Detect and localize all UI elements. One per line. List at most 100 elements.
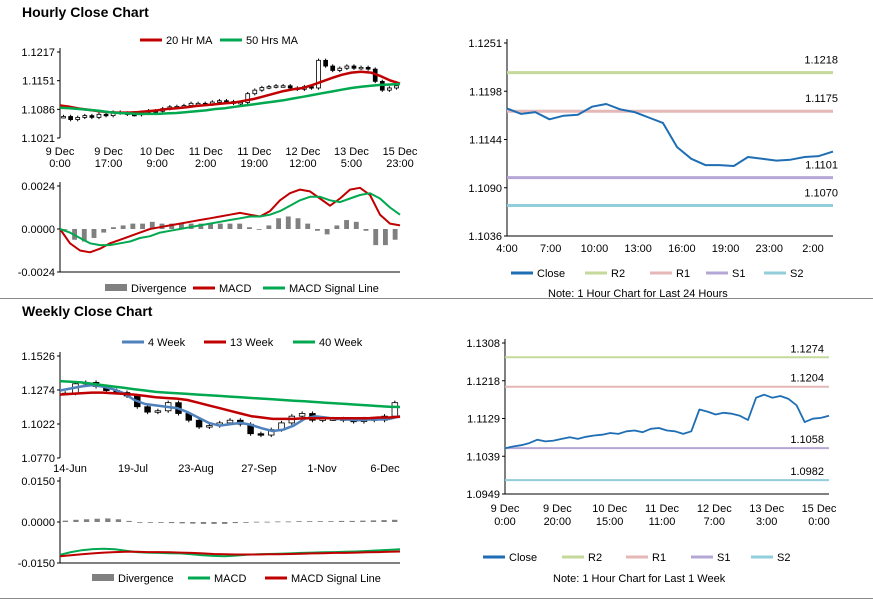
weekly-macd-divergence-bar [147,522,153,523]
hourly-close-y-tick-label: 1.1036 [468,231,502,243]
weekly-macd-legend-divergence-swatch [92,574,114,581]
hourly-macd-y-tick-label: 0.0024 [21,181,55,193]
weekly-price-x-tick-label: 27-Sep [241,463,276,475]
weekly-legend-w4-label: 4 Week [148,337,186,349]
hourly-section-title: Hourly Close Chart [22,4,149,20]
hourly-legend-ma20-label: 20 Hr MA [166,35,213,47]
hourly-price-x-tick-label: 11 Dec [237,146,272,158]
weekly-price-y-tick-label: 1.1274 [21,385,55,397]
hourly-macd-legend-macd-label: MACD [219,283,251,295]
weekly-macd-y-tick-label: 0.0000 [21,517,55,529]
weekly-macd-divergence-bar [73,519,79,522]
hourly-macd-legend-divergence-swatch [105,284,127,291]
hourly-price-candle [387,87,392,91]
weekly-price-y-tick-label: 1.0770 [21,453,55,465]
weekly-close-x-tick-label: 7:00 [704,516,725,528]
weekly-w13-line [59,391,401,421]
hourly-price-candle [96,113,102,118]
hourly-macd-divergence-bar [276,218,281,229]
hourly-macd-divergence-bar [179,223,184,229]
hourly-level-r1-label: 1.1175 [805,93,838,105]
hourly-price-x-tick-label: 9 Dec [94,146,123,158]
hourly-macd-divergence-bar [334,225,340,229]
weekly-close-line [504,393,830,450]
hourly-macd-y-tick-label: 0.0000 [21,224,55,236]
hourly-macd-divergence-bar [140,223,145,229]
weekly-macd-divergence-bar [222,522,228,524]
weekly-macd-divergence-bar [243,522,249,523]
weekly-close-x-tick-label: 20:00 [544,516,572,528]
hourly-close-x-tick-label: 2:00 [802,243,823,255]
hourly-price-candle [309,86,314,89]
weekly-close-x-tick-label: 11:00 [649,516,676,528]
weekly-close-x-tick-label: 10 Dec [592,503,627,515]
hourly-close-x-tick-label: 10:00 [581,243,609,255]
hourly-price-candle [89,115,95,118]
weekly-macd-divergence-bar [392,519,398,522]
hourly-macd-divergence-bar [91,229,97,238]
weekly-close-x-tick-label: 3:00 [756,516,777,528]
hourly-price-candle [365,66,371,70]
hourly-close-y-tick-label: 1.1198 [469,86,502,98]
weekly-macd-divergence-bar [158,522,164,523]
hourly-macd-divergence-bar [130,223,136,229]
hourly-price-candle [394,85,399,89]
hourly-close-legend-s2-label: S2 [790,268,803,280]
weekly-macd-divergence-bar [211,522,217,524]
weekly-price-candle [154,410,162,413]
hourly-price-candle [273,85,279,88]
hourly-price-candle [259,87,265,91]
hourly-signal-line [59,192,401,247]
hourly-price-candle [316,59,321,89]
hourly-macd-divergence-bar [285,216,291,229]
weekly-level-s2-label: 1.0982 [790,466,824,478]
hourly-macd-divergence-bar [217,223,223,229]
weekly-close-x-tick-label: 15:00 [596,516,624,528]
hourly-price-candle [330,65,336,71]
hourly-level-r2-label: 1.1218 [804,55,838,67]
weekly-close-y-tick-label: 1.1308 [466,338,500,350]
weekly-close-legend-r1-label: R1 [652,552,666,564]
hourly-macd-divergence-bar [62,229,68,230]
weekly-close-y-tick-label: 1.1039 [466,451,500,463]
weekly-price-x-tick-label: 19-Jul [118,463,148,475]
weekly-section-title: Weekly Close Chart [22,303,153,319]
hourly-price-candle [252,89,258,95]
hourly-macd-divergence-bar [266,225,272,229]
weekly-macd-divergence-bar [328,521,334,522]
weekly-macd-divergence-bar [360,520,366,522]
hourly-macd-divergence-bar [324,229,330,235]
weekly-macd-divergence-bar [253,521,260,523]
weekly-macd-divergence-bar [317,521,323,522]
hourly-macd-divergence-bar [198,223,204,229]
weekly-macd-divergence-bar [285,521,292,523]
hourly-close-legend-r2-label: R2 [611,268,625,280]
hourly-close-x-tick-label: 7:00 [540,243,561,255]
weekly-price-candle [206,425,213,428]
hourly-price-y-tick-label: 1.1086 [21,104,55,116]
weekly-price-candle [257,433,265,436]
weekly-macd-y-tick-label: 0.0150 [21,476,55,488]
weekly-macd-legend-signal-label: MACD Signal Line [291,573,381,585]
hourly-macd-divergence-bar [247,227,252,229]
weekly-macd-legend-macd-label: MACD [214,573,246,585]
hourly-macd-divergence-bar [227,223,233,229]
hourly-macd-line [59,186,401,254]
hourly-price-candle [344,65,350,69]
hourly-macd-divergence-bar [344,220,349,229]
section-divider [0,298,873,299]
hourly-macd-divergence-bar [392,229,398,240]
hourly-price-x-tick-label: 23:00 [386,158,414,170]
weekly-macd-divergence-bar [94,518,100,522]
hourly-macd-divergence-bar [295,218,301,229]
weekly-macd-divergence-bar [105,518,111,522]
hourly-macd-divergence-bar [111,227,116,229]
weekly-macd-divergence-bar [349,520,355,522]
hourly-price-x-tick-label: 17:00 [95,158,123,170]
hourly-level-s1-label: 1.1101 [805,160,838,172]
hourly-macd-divergence-bar [383,229,388,246]
weekly-macd-divergence-bar [190,522,196,524]
hourly-macd-divergence-bar [353,221,359,229]
hourly-price-x-tick-label: 11 Dec [189,146,224,158]
hourly-macd-divergence-bar [256,229,262,230]
